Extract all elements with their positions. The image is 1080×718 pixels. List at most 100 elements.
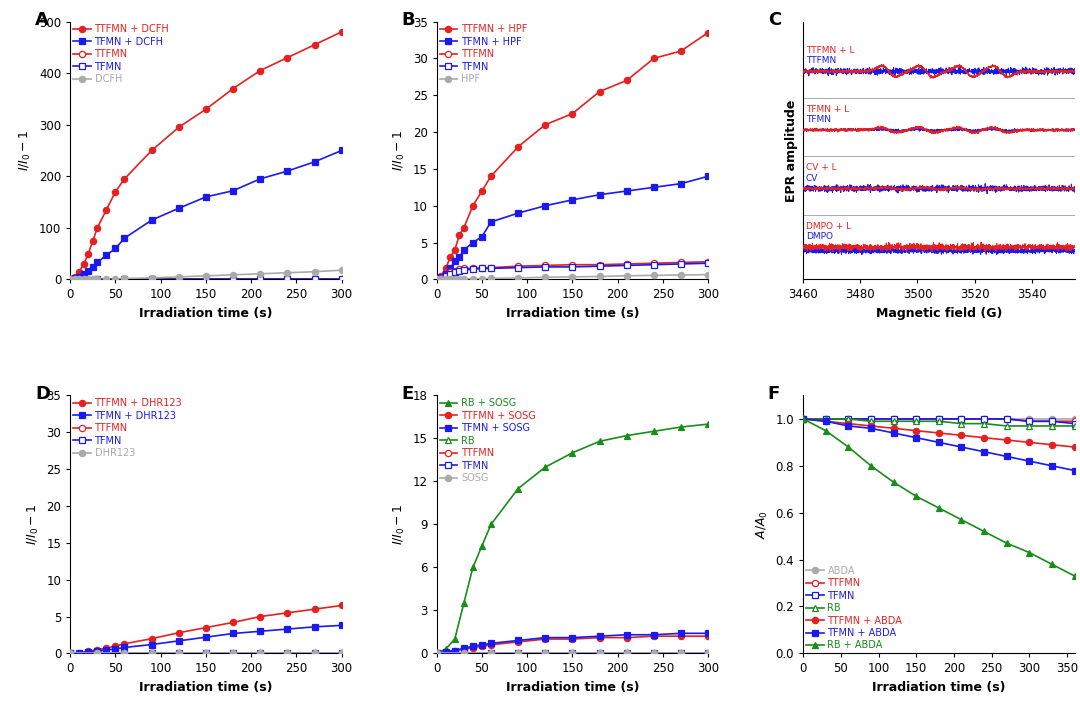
RB + ABDA xyxy=(842,443,855,452)
TTFMN xyxy=(675,649,688,658)
X-axis label: Irradiation time (s): Irradiation time (s) xyxy=(873,681,1005,694)
TTFMN + DHR123 xyxy=(173,628,186,637)
Line: TTFMN + HPF: TTFMN + HPF xyxy=(433,29,712,283)
TTFMN xyxy=(308,649,321,658)
RB + ABDA xyxy=(1068,572,1080,580)
TTFMN xyxy=(440,271,453,280)
DCFH xyxy=(78,275,91,284)
TTFMN xyxy=(448,266,461,275)
TTFMN + DCFH xyxy=(82,249,95,258)
TTFMN + DHR123 xyxy=(64,649,77,658)
DCFH xyxy=(64,275,77,284)
DCFH xyxy=(308,267,321,276)
TTFMN xyxy=(200,275,213,284)
TFMN xyxy=(281,275,294,284)
TFMN xyxy=(145,649,158,658)
TTFMN + HPF xyxy=(453,231,465,240)
Line: DHR123: DHR123 xyxy=(67,651,345,656)
TTFMN + DCFH xyxy=(254,66,267,75)
TTFMN xyxy=(593,261,606,269)
TTFMN xyxy=(512,262,525,271)
HPF xyxy=(675,271,688,279)
TFMN xyxy=(512,649,525,658)
RB xyxy=(647,649,660,658)
TFMN + SOSG xyxy=(675,629,688,638)
ABDA xyxy=(797,414,810,423)
TFMN xyxy=(335,649,348,658)
TTFMN + SOSG xyxy=(539,635,552,643)
Line: TFMN + SOSG: TFMN + SOSG xyxy=(433,630,712,656)
Line: TFMN: TFMN xyxy=(67,651,345,656)
Line: TTFMN + SOSG: TTFMN + SOSG xyxy=(433,633,712,656)
Line: TTFMN + DCFH: TTFMN + DCFH xyxy=(67,29,345,283)
X-axis label: Irradiation time (s): Irradiation time (s) xyxy=(139,307,272,320)
RB + SOSG xyxy=(593,437,606,446)
RB xyxy=(485,649,498,658)
HPF xyxy=(435,275,448,284)
TFMN + HPF xyxy=(512,209,525,218)
TFMN + DHR123 xyxy=(227,629,240,638)
TFMN + ABDA xyxy=(1000,452,1013,461)
Y-axis label: $A/A_0$: $A/A_0$ xyxy=(755,510,770,539)
TFMN xyxy=(430,275,443,284)
TFMN + DHR123 xyxy=(100,645,113,654)
HPF xyxy=(566,273,579,281)
TTFMN + SOSG xyxy=(430,649,443,658)
TTFMN xyxy=(173,275,186,284)
TTFMN xyxy=(475,264,488,272)
TFMN + DCFH xyxy=(82,266,95,275)
TTFMN + SOSG xyxy=(675,632,688,640)
TFMN xyxy=(955,414,968,423)
TFMN + DHR123 xyxy=(118,643,131,652)
Legend: RB + SOSG, TTFMN + SOSG, TFMN + SOSG, RB, TTFMN, TFMN, SOSG: RB + SOSG, TTFMN + SOSG, TFMN + SOSG, RB… xyxy=(440,398,536,483)
TFMN xyxy=(702,259,715,268)
RB + SOSG xyxy=(457,599,470,607)
TTFMN + HPF xyxy=(647,54,660,62)
TTFMN + ABDA xyxy=(842,419,855,428)
RB + ABDA xyxy=(909,492,922,500)
TFMN xyxy=(539,263,552,271)
SOSG xyxy=(512,649,525,658)
X-axis label: Irradiation time (s): Irradiation time (s) xyxy=(139,681,272,694)
TTFMN + HPF xyxy=(620,76,633,85)
Line: TTFMN + DHR123: TTFMN + DHR123 xyxy=(67,602,345,656)
Text: A: A xyxy=(35,11,49,29)
SOSG xyxy=(593,649,606,658)
TTFMN + DHR123 xyxy=(82,647,95,656)
TTFMN xyxy=(675,258,688,267)
TTFMN + ABDA xyxy=(820,417,833,426)
TTFMN xyxy=(281,275,294,284)
Line: ABDA: ABDA xyxy=(800,416,1078,422)
TFMN + SOSG xyxy=(566,633,579,642)
TTFMN xyxy=(64,649,77,658)
SOSG xyxy=(675,649,688,658)
DCFH xyxy=(100,275,113,284)
TFMN xyxy=(593,262,606,271)
TTFMN xyxy=(64,275,77,284)
TTFMN xyxy=(932,414,945,423)
RB + ABDA xyxy=(820,426,833,435)
TFMN + HPF xyxy=(485,218,498,226)
TTFMN xyxy=(1023,417,1036,426)
TTFMN + ABDA xyxy=(1000,436,1013,444)
TFMN + HPF xyxy=(448,257,461,266)
TFMN xyxy=(647,649,660,658)
TTFMN xyxy=(512,649,525,658)
DCFH xyxy=(281,269,294,277)
TTFMN xyxy=(842,414,855,423)
DCFH xyxy=(82,275,95,284)
TFMN xyxy=(254,275,267,284)
Legend: ABDA, TTFMN, TFMN, RB, TTFMN + ABDA, TFMN + ABDA, RB + ABDA: ABDA, TTFMN, TFMN, RB, TTFMN + ABDA, TFM… xyxy=(806,566,902,651)
ABDA xyxy=(1068,414,1080,423)
TTFMN xyxy=(453,265,465,274)
TFMN xyxy=(448,268,461,276)
TFMN + DCFH xyxy=(100,251,113,259)
TFMN xyxy=(118,275,131,284)
Line: TFMN + HPF: TFMN + HPF xyxy=(433,173,712,283)
TTFMN xyxy=(647,649,660,658)
RB xyxy=(539,649,552,658)
TFMN + SOSG xyxy=(593,632,606,640)
TTFMN xyxy=(909,414,922,423)
TTFMN + ABDA xyxy=(909,426,922,435)
TFMN xyxy=(539,649,552,658)
